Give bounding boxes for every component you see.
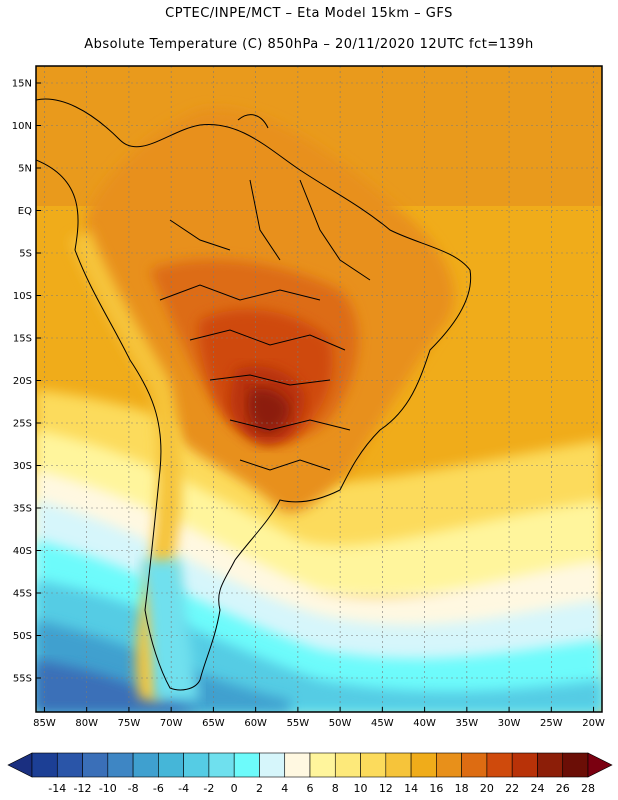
colorbar-label: 18 bbox=[455, 782, 469, 795]
colorbar-swatch bbox=[233, 752, 260, 778]
lat-tick-label: 15N bbox=[12, 79, 32, 90]
lat-tick-label: EQ bbox=[18, 206, 32, 217]
colorbar-swatch bbox=[486, 752, 513, 778]
lat-tick-label: 10N bbox=[12, 121, 32, 132]
lon-tick-label: 60W bbox=[244, 718, 267, 729]
colorbar-label: 28 bbox=[581, 782, 595, 795]
colorbar-label: 26 bbox=[556, 782, 570, 795]
colorbar-swatch bbox=[132, 752, 159, 778]
colorbar-label: 2 bbox=[256, 782, 263, 795]
lat-tick-label: 30S bbox=[13, 461, 32, 472]
lat-tick-label: 20S bbox=[13, 376, 32, 387]
colorbar-swatch bbox=[208, 752, 235, 778]
colorbar-swatch bbox=[284, 752, 311, 778]
colorbar-label: -8 bbox=[128, 782, 139, 795]
lon-tick-label: 35W bbox=[456, 718, 479, 729]
map-title-field: Absolute Temperature (C) 850hPa – 20/11/… bbox=[84, 37, 534, 52]
colorbar-swatch bbox=[309, 752, 336, 778]
colorbar-overflow-arrow bbox=[587, 752, 613, 778]
colorbar-swatch bbox=[385, 752, 412, 778]
colorbar-swatch bbox=[436, 752, 462, 778]
lon-tick-label: 75W bbox=[118, 718, 141, 729]
lat-tick-label: 35S bbox=[13, 504, 32, 515]
colorbar-swatch bbox=[410, 752, 437, 778]
map-grid bbox=[36, 66, 602, 712]
lon-tick-label: 70W bbox=[160, 718, 183, 729]
lon-tick-label: 20W bbox=[582, 718, 605, 729]
colorbar-swatch bbox=[158, 752, 184, 778]
colorbar-swatch bbox=[31, 752, 58, 778]
colorbar-label: -12 bbox=[74, 782, 92, 795]
latitude-axis: 15N 10N 5N EQ 5S 10S 15S 20S 25S 30S 35S 40S 45S 50S 5… bbox=[12, 79, 41, 685]
colorbar-swatch bbox=[259, 752, 286, 778]
colorbar-swatch bbox=[537, 752, 564, 778]
map-frame bbox=[35, 65, 603, 713]
colorbar-label: 16 bbox=[429, 782, 443, 795]
lon-tick-label: 40W bbox=[413, 718, 436, 729]
colorbar-label: 22 bbox=[505, 782, 519, 795]
colorbar-label: -10 bbox=[99, 782, 117, 795]
lat-tick-label: 40S bbox=[13, 546, 32, 557]
lon-tick-label: 50W bbox=[329, 718, 352, 729]
colorbar-swatch bbox=[511, 752, 538, 778]
colorbar-swatch bbox=[334, 752, 361, 778]
colorbar-swatch bbox=[360, 752, 387, 778]
lat-tick-label: 55S bbox=[13, 674, 32, 685]
map-title-model: CPTEC/INPE/MCT – Eta Model 15km – GFS bbox=[165, 6, 453, 21]
colorbar-label: 10 bbox=[354, 782, 368, 795]
colorbar-label: 8 bbox=[332, 782, 339, 795]
temperature-map: 15N 10N 5N EQ 5S 10S 15S 20S 25S 30S 35S 40S 45S 50S 5… bbox=[12, 65, 605, 729]
temperature-field bbox=[36, 66, 602, 712]
colorbar-label: 20 bbox=[480, 782, 494, 795]
lon-tick-label: 30W bbox=[498, 718, 521, 729]
colorbar-swatch bbox=[183, 752, 210, 778]
longitude-axis: 85W 80W 75W 70W 65W 60W 55W 50W 45W 40W 35W 30W 25W 2… bbox=[33, 707, 605, 729]
colorbar-underflow-arrow bbox=[7, 752, 33, 778]
lat-tick-label: 10S bbox=[13, 291, 32, 302]
colorbar-label: 24 bbox=[530, 782, 544, 795]
colorbar-label: 6 bbox=[307, 782, 314, 795]
lat-tick-label: 45S bbox=[13, 589, 32, 600]
colorbar-label: -6 bbox=[153, 782, 164, 795]
colorbar-swatch bbox=[82, 752, 109, 778]
lon-tick-label: 65W bbox=[202, 718, 225, 729]
lon-tick-label: 45W bbox=[371, 718, 394, 729]
colorbar-label: -14 bbox=[48, 782, 66, 795]
colorbar-label: -4 bbox=[178, 782, 189, 795]
colorbar-label: 0 bbox=[231, 782, 238, 795]
lon-tick-label: 55W bbox=[287, 718, 310, 729]
colorbar-label: -2 bbox=[203, 782, 214, 795]
lat-tick-label: 25S bbox=[13, 419, 32, 430]
colorbar-swatch bbox=[56, 752, 83, 778]
colorbar-label: 14 bbox=[404, 782, 418, 795]
colorbar-swatch bbox=[461, 752, 488, 778]
lat-tick-label: 50S bbox=[13, 631, 32, 642]
temperature-colorbar: -14 -12 -10 -8 -6 -4 -2 0 2 4 6 8 10 12 14 16 18 20 22 24 26… bbox=[7, 752, 613, 795]
lon-tick-label: 80W bbox=[75, 718, 98, 729]
lat-tick-label: 5S bbox=[19, 249, 32, 260]
colorbar-label: 12 bbox=[379, 782, 393, 795]
lon-tick-label: 85W bbox=[33, 718, 56, 729]
lat-tick-label: 5N bbox=[18, 164, 32, 175]
coastline-outline bbox=[36, 98, 472, 691]
lat-tick-label: 15S bbox=[13, 334, 32, 345]
lon-tick-label: 25W bbox=[540, 718, 563, 729]
colorbar-label: 4 bbox=[281, 782, 288, 795]
colorbar-swatch bbox=[107, 752, 134, 778]
colorbar-swatch bbox=[562, 752, 589, 778]
